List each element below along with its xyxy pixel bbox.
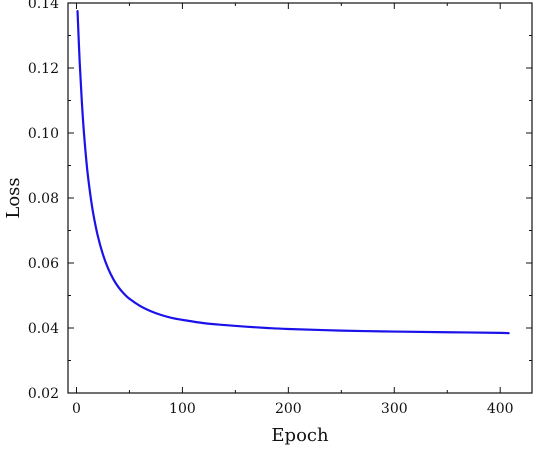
plot-frame (67, 2, 533, 394)
y-axis-title: Loss (3, 177, 24, 218)
y-tick-label: 0.02 (28, 386, 59, 402)
x-tick-label: 0 (72, 401, 81, 417)
y-tick-label: 0.08 (28, 191, 59, 207)
x-axis-title: Epoch (271, 425, 329, 446)
series-layer (76, 10, 510, 335)
y-tick-label: 0.10 (28, 126, 59, 142)
loss-series-line (76, 10, 510, 335)
y-tick-label: 0.06 (28, 256, 59, 272)
x-tick-label: 100 (169, 401, 196, 417)
x-tick-label: 300 (381, 401, 408, 417)
y-tick-label: 0.04 (28, 321, 59, 337)
x-tick-label: 400 (487, 401, 514, 417)
y-tick-label: 0.12 (28, 61, 59, 77)
x-tick-label: 200 (275, 401, 302, 417)
tick-labels-layer: 0 100 200 300 400 0.02 0.04 0.06 0.08 0.10 0.12 0.1… (28, 0, 514, 417)
y-tick-label: 0.14 (28, 0, 59, 12)
ticks-layer (68, 2, 532, 394)
